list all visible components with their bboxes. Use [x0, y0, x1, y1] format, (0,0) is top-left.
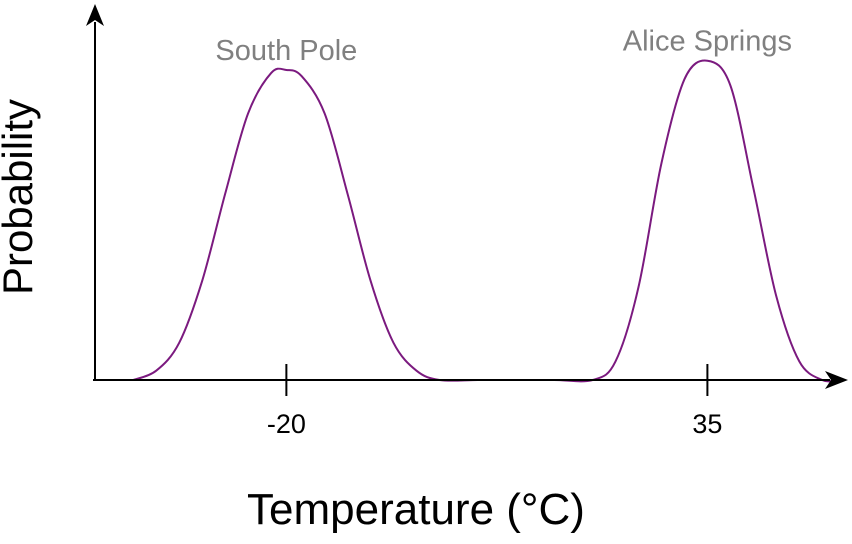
- x-ticks-group: -20 35: [267, 364, 722, 439]
- x-axis-arrow-icon: [825, 371, 848, 389]
- x-axis-label: Temperature (°C): [247, 485, 585, 534]
- x-tick-label-0: -20: [267, 409, 306, 439]
- annotation-1: Alice Springs: [623, 26, 792, 58]
- annotation-0: South Pole: [215, 35, 357, 67]
- annotations-group: South Pole Alice Springs: [215, 26, 792, 67]
- y-axis-arrow-icon: [86, 4, 104, 26]
- series-line-0: [132, 59, 838, 383]
- y-axis-label: Probability: [0, 99, 41, 295]
- curves-group: [132, 59, 838, 383]
- x-tick-label-1: 35: [692, 409, 722, 439]
